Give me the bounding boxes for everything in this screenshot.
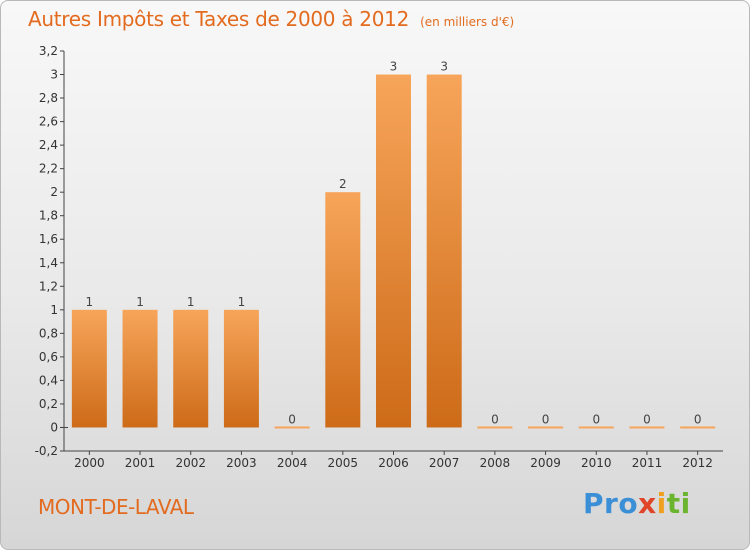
data-label: 0 — [288, 412, 296, 426]
y-tick-label: 0,8 — [39, 326, 58, 340]
data-labels: 1 1 1 1 0 2 3 3 0 0 0 0 0 — [86, 60, 702, 427]
x-tick-label: 2007 — [429, 456, 460, 470]
data-label: 0 — [542, 412, 550, 426]
data-label: 0 — [694, 412, 702, 426]
y-tick-label: 3,2 — [39, 44, 58, 58]
y-tick-label: 0,4 — [39, 373, 58, 387]
bar — [223, 309, 259, 428]
data-label: 1 — [136, 295, 144, 309]
bar — [629, 426, 665, 429]
data-label: 2 — [339, 177, 347, 191]
y-tick-label: 2,4 — [39, 138, 58, 152]
logo-part-3: i — [656, 487, 667, 520]
y-tick-label: -0,2 — [35, 444, 58, 458]
y-tick-label: 1,4 — [39, 256, 58, 270]
x-tick-label: 2001 — [125, 456, 156, 470]
y-tick-label: 0,2 — [39, 397, 58, 411]
x-tick-label: 2000 — [74, 456, 105, 470]
y-tick-label: 2,6 — [39, 115, 58, 129]
data-label: 0 — [491, 412, 499, 426]
x-tick-label: 2004 — [277, 456, 308, 470]
y-tick-label: 1,8 — [39, 209, 58, 223]
x-tick-label: 2010 — [581, 456, 612, 470]
bar — [376, 74, 411, 428]
logo-part-1: Pro — [583, 487, 639, 520]
bar — [325, 192, 361, 428]
y-tick-label: 2,8 — [39, 91, 58, 105]
y-tick-label: 2 — [50, 185, 58, 199]
data-label: 1 — [238, 295, 246, 309]
data-label: 3 — [390, 60, 398, 74]
data-label: 3 — [440, 60, 448, 74]
proxiti-logo: Proxiti — [583, 487, 691, 520]
y-tick-label: 1,6 — [39, 232, 58, 246]
bar — [426, 74, 462, 428]
data-label: 1 — [86, 295, 94, 309]
bar — [477, 426, 513, 429]
commune-name: MONT-DE-LAVAL — [38, 495, 194, 519]
axes: -0,2 0 0,2 0,4 0,6 0,8 1 1,2 1,4 1,6 1,8 2 2,2 2,4 2,6… — [35, 44, 723, 470]
title-row: Autres Impôts et Taxes de 2000 à 2012 (e… — [28, 7, 514, 31]
chart-unit-note: (en milliers d'€) — [420, 15, 515, 29]
x-tick-label: 2002 — [175, 456, 206, 470]
data-label: 0 — [643, 412, 651, 426]
x-tick-label: 2008 — [480, 456, 511, 470]
bar — [578, 426, 614, 429]
bar — [680, 426, 716, 429]
bar — [528, 426, 564, 429]
chart-title: Autres Impôts et Taxes de 2000 à 2012 — [28, 7, 409, 31]
bar — [274, 426, 310, 429]
x-tick-label: 2003 — [226, 456, 257, 470]
x-tick-label: 2006 — [378, 456, 409, 470]
bar — [71, 309, 107, 428]
y-tick-label: 1,2 — [39, 279, 58, 293]
y-tick-label: 0 — [50, 420, 58, 434]
x-tick-label: 2005 — [328, 456, 359, 470]
data-label: 0 — [592, 412, 600, 426]
x-tick-label: 2012 — [682, 456, 713, 470]
data-label: 1 — [187, 295, 195, 309]
bar — [173, 309, 209, 428]
y-tick-label: 1 — [50, 303, 58, 317]
y-tick-label: 3 — [50, 68, 58, 82]
y-tick-label: 0,6 — [39, 350, 58, 364]
bars — [71, 74, 716, 429]
logo-part-2: x — [638, 487, 657, 520]
y-tick-label: 2,2 — [39, 162, 58, 176]
x-tick-label: 2009 — [530, 456, 561, 470]
bar — [122, 309, 158, 428]
x-tick-label: 2011 — [632, 456, 663, 470]
logo-part-4: ti — [666, 487, 691, 520]
